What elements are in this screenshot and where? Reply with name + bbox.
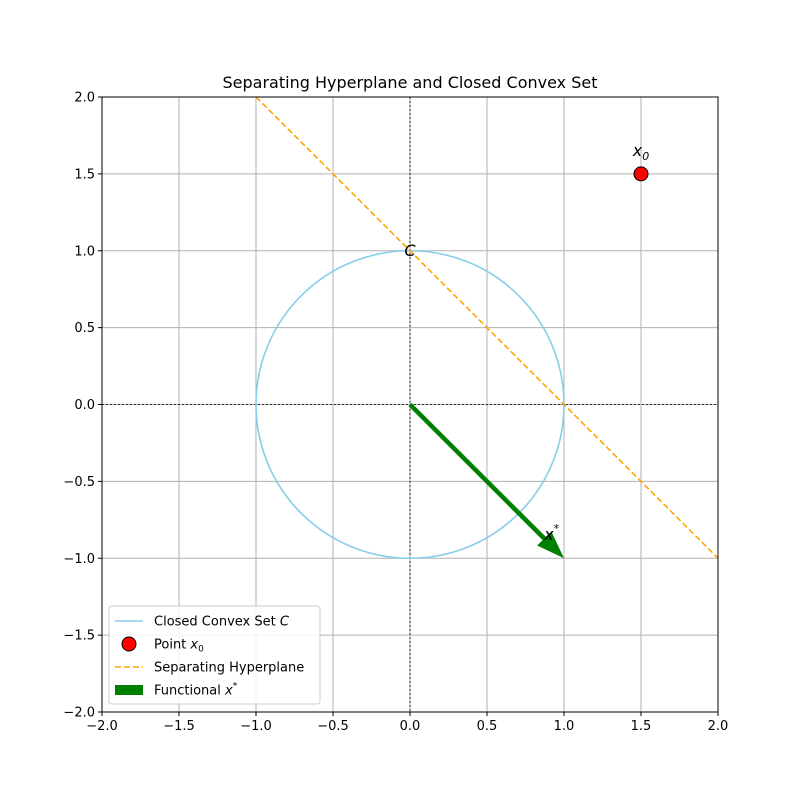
functional-arrow [408,402,564,559]
x-tick-label: 0.0 [400,719,421,734]
legend-patch-swatch [115,685,143,695]
annotation-xstar: x* [543,522,559,544]
chart-title: Separating Hyperplane and Closed Convex … [223,73,598,92]
y-tick-label: 1.0 [74,244,95,259]
x-tick-label: 0.5 [477,719,498,734]
y-tick-label: 2.0 [74,91,95,106]
x-tick-label: 1.0 [554,719,575,734]
legend-label: Functional x* [154,682,238,699]
legend-label: Closed Convex Set C [154,615,290,630]
x-tick-label: −0.5 [317,719,349,734]
y-tick-label: −1.5 [63,629,95,644]
y-tick-label: −1.0 [63,552,95,567]
point-x0-marker [633,166,649,182]
annotation-c: C [404,241,416,260]
y-tick-label: 0.5 [74,321,95,336]
x-tick-label: −1.0 [240,719,272,734]
y-tick-label: 1.5 [74,167,95,182]
x-tick-label: 1.5 [631,719,652,734]
x-tick-label: 2.0 [708,719,729,734]
legend-box [108,605,321,705]
legend-label: Point x0 [154,638,204,655]
legend-label: Separating Hyperplane [154,661,304,676]
x-tick-label: −1.5 [163,719,195,734]
annotations: Cx0 x* [404,141,649,544]
plot-area [255,96,719,560]
y-tick-label: −2.0 [63,706,95,721]
axis-ticks: −2.0 −1.5 −1.0 −0.5 0.0 0.5 1.0 1.5 2.0 −2.0 −1.5 −… [63,91,728,735]
y-tick-label: −0.5 [63,475,95,490]
legend: Closed Convex Set C Point x0 Separating Hy… [108,605,321,705]
x-tick-label: −2.0 [86,719,118,734]
separating-hyperplane-line [255,96,719,559]
annotation-x0: x0 [632,141,649,163]
legend-marker-swatch [121,636,137,652]
y-tick-label: 0.0 [74,398,95,413]
